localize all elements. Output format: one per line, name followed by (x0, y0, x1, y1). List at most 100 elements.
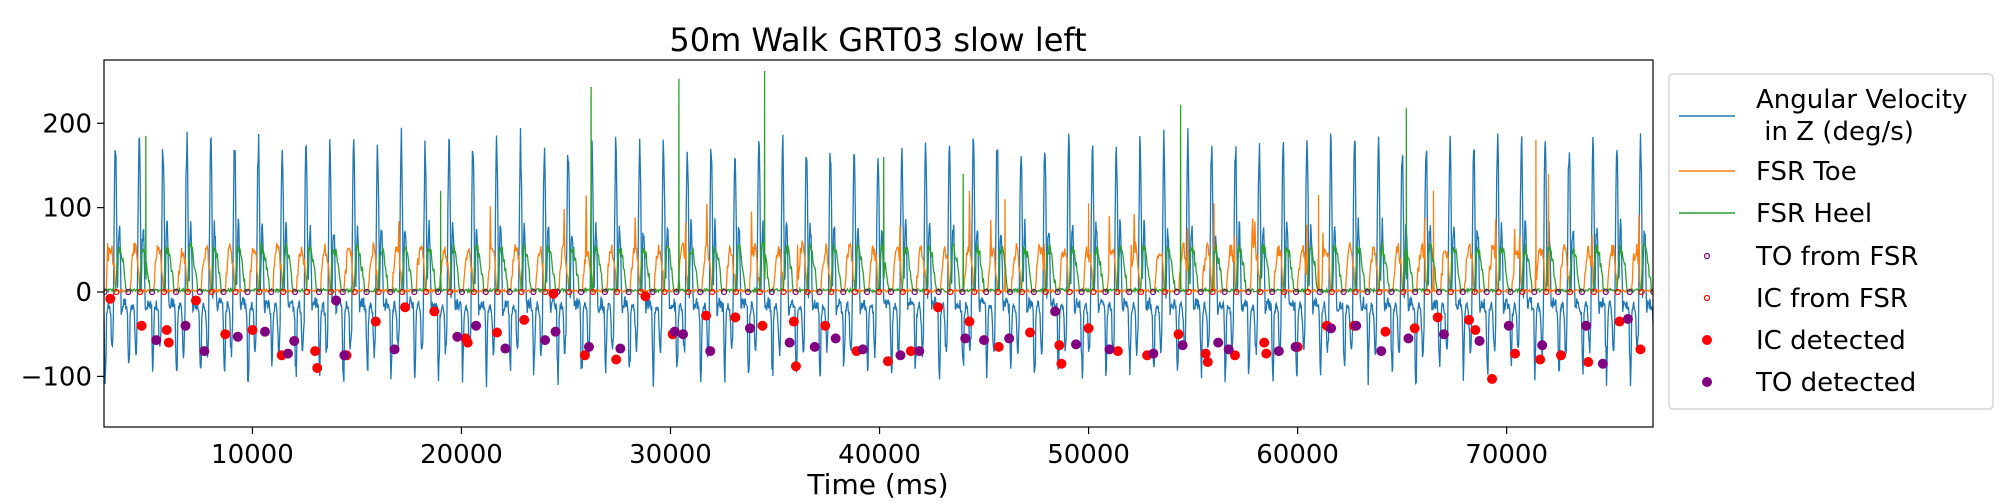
x-tick-label: 50000 (1047, 440, 1130, 470)
legend-label: FSR Heel (1756, 199, 1872, 229)
to-detected-point (1474, 335, 1485, 346)
ic-from-fsr-point (327, 288, 334, 296)
to-from-fsr-point (125, 288, 132, 296)
chart-title: 50m Walk GRT03 slow left (669, 21, 1086, 59)
ic-detected-point (190, 295, 201, 306)
ic-detected-point (105, 293, 116, 304)
ic-from-fsr-point (256, 288, 263, 296)
ic-detected-point (1200, 348, 1211, 359)
ic-detected-point (1083, 323, 1094, 334)
to-from-fsr-point (387, 288, 394, 296)
y-tick-label: −100 (21, 362, 92, 392)
to-detected-point (389, 344, 400, 355)
ic-from-fsr-point (303, 288, 311, 296)
ic-from-fsr-point (1471, 288, 1478, 296)
ic-from-fsr-point (709, 288, 716, 296)
to-detected-point (540, 335, 551, 346)
ic-from-fsr-point (1280, 288, 1288, 296)
to-detected-point (1537, 340, 1548, 351)
ic-detected-point (640, 291, 651, 302)
ic-from-fsr-point (828, 288, 835, 296)
ic-detected-point (964, 316, 975, 327)
to-from-fsr-point (411, 288, 418, 296)
ic-from-fsr-point (1590, 288, 1597, 296)
legend-hollow-marker (1703, 252, 1711, 260)
to-from-fsr-point (577, 288, 585, 296)
to-detected-point (1351, 320, 1362, 331)
ic-from-fsr-point (613, 288, 620, 296)
to-detected-point (809, 341, 820, 352)
y-tick-label: 100 (42, 194, 92, 224)
x-tick-label: 60000 (1256, 440, 1339, 470)
ic-from-fsr-point (1638, 288, 1645, 296)
to-detected-point (471, 320, 482, 331)
ic-from-fsr-point (1090, 288, 1097, 296)
ic-from-fsr-point (232, 288, 239, 296)
ic-detected-point (310, 346, 321, 357)
x-tick-label: 20000 (420, 440, 503, 470)
to-detected-point (669, 326, 680, 337)
ic-from-fsr-point (1114, 288, 1121, 296)
legend-box (1668, 73, 1994, 410)
ic-detected-point (1614, 316, 1625, 327)
to-detected-point (282, 348, 293, 359)
ic-detected-point (370, 316, 381, 327)
ic-detected-point (1202, 357, 1213, 368)
to-from-fsr-point (1531, 288, 1538, 296)
ic-from-fsr-point (1447, 288, 1455, 296)
legend-filled-marker (1702, 377, 1712, 387)
ic-detected-point (519, 314, 530, 325)
ic-detected-point (491, 327, 502, 338)
ic-detected-point (905, 346, 916, 357)
to-from-fsr-point (1269, 288, 1276, 296)
ic-from-fsr-point (1423, 288, 1431, 296)
to-detected-point (289, 335, 300, 346)
ic-detected-point (611, 354, 622, 365)
legend-label: FSR Toe (1756, 157, 1857, 187)
to-from-fsr-point (1006, 288, 1014, 296)
ic-detected-point (1487, 373, 1498, 384)
ic-from-fsr-point (375, 288, 382, 296)
to-from-fsr-point (959, 288, 966, 296)
legend: Angular Velocity in Z (deg/s) FSR Toe FSR … (1668, 73, 1994, 410)
ic-detected-point (882, 356, 893, 367)
to-from-fsr-point (1030, 288, 1037, 296)
ic-detected-point (161, 324, 172, 335)
to-from-fsr-point (1221, 288, 1228, 296)
to-from-fsr-point (220, 288, 227, 296)
ic-detected-point (1470, 324, 1481, 335)
to-detected-point (744, 323, 755, 334)
to-from-fsr-point (315, 288, 323, 296)
ic-from-fsr-point (947, 288, 954, 296)
ic-detected-point (1056, 358, 1067, 369)
to-from-fsr-point (625, 288, 632, 296)
to-from-fsr-point (482, 288, 489, 296)
to-from-fsr-point (720, 288, 728, 296)
to-from-fsr-point (983, 288, 990, 296)
ic-from-fsr-point (518, 288, 525, 296)
to-detected-point (232, 331, 243, 342)
ic-detected-point (1409, 323, 1420, 334)
x-tick-label: 10000 (211, 440, 294, 470)
ic-detected-point (1464, 314, 1475, 325)
to-detected-point (339, 350, 350, 361)
to-from-fsr-point (363, 288, 370, 296)
ic-detected-point (579, 350, 590, 361)
ic-from-fsr-point (732, 288, 740, 296)
to-from-fsr-point (435, 288, 442, 296)
to-detected-point (1376, 346, 1387, 357)
ic-from-fsr-point (494, 288, 501, 296)
to-from-fsr-point (792, 288, 799, 296)
ic-detected-point (400, 302, 411, 313)
ic-detected-point (993, 341, 1004, 352)
legend-label: IC detected (1756, 326, 1906, 356)
ic-from-fsr-point (184, 288, 191, 296)
x-tick-label: 70000 (1465, 440, 1548, 470)
to-detected-point (500, 343, 511, 354)
legend-label-line: in Z (deg/s) (1756, 117, 1914, 147)
plot-area (104, 70, 1653, 388)
legend-hollow-marker (1703, 294, 1711, 302)
ic-from-fsr-point (137, 288, 144, 296)
